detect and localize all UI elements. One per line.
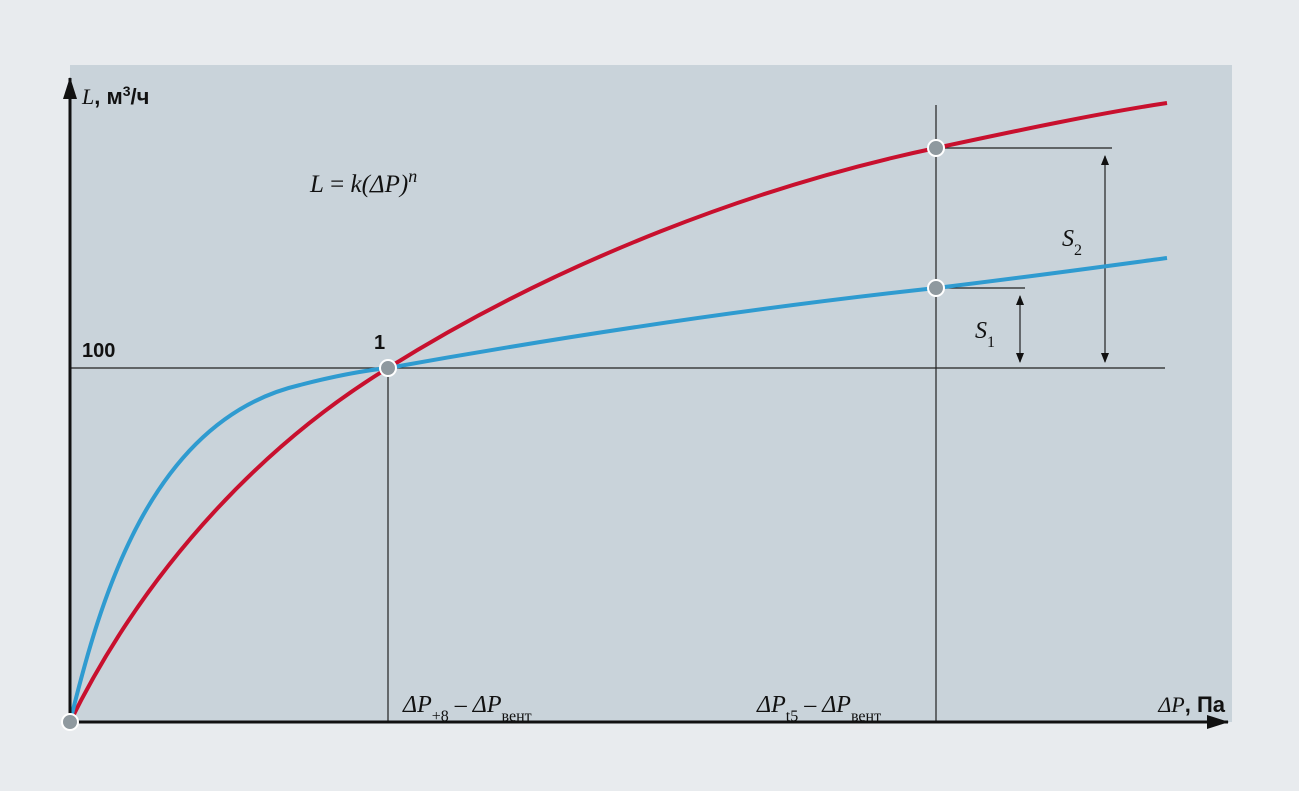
text-part: ΔP [821,692,851,718]
text-part: t5 [786,708,798,725]
text-part: L [309,171,324,198]
point [379,359,397,377]
text-part: ΔP [756,692,786,718]
text-part: ΔP [472,692,502,718]
point [927,139,945,157]
text-part: 3 [123,83,131,99]
text-part: = [324,171,351,198]
x-mark-label: ΔPt5 – ΔPвент [756,692,881,725]
blue-curve [68,256,1168,723]
span-label: S1 [975,318,995,351]
text-part: ΔP [402,692,432,718]
text-part: 2 [1074,242,1082,259]
text-part: 1 [987,334,995,351]
text-part: n [408,166,417,186]
x-axis-label: ΔP, Па [1157,692,1225,717]
text-part: – [798,692,822,718]
text-part: L [81,84,94,109]
text-part: /ч [131,84,150,109]
text-part: вент [502,708,532,725]
text-part: +8 [432,708,449,725]
point-label: 1 [374,332,385,354]
text-part: , м [94,84,123,109]
point [927,279,945,297]
text-part: S [1062,226,1074,252]
y-tick-label: 100 [82,340,115,362]
red-curve [68,101,1168,723]
text-part: k(ΔP) [351,171,409,198]
plot-area [70,65,1232,722]
guides [70,105,1165,722]
text-part: ΔP [1157,692,1184,717]
text-part: S [975,318,987,344]
text-part: – [449,692,473,718]
points [61,139,945,731]
text-part: вент [851,708,881,725]
x-mark-label: ΔP+8 – ΔPвент [402,692,532,725]
text-part: , Па [1185,692,1226,717]
span-label: S2 [1062,226,1082,259]
y-axis-label: L, м3/ч [81,83,149,109]
formula: L = k(ΔP)n [309,166,417,198]
point [61,713,79,731]
